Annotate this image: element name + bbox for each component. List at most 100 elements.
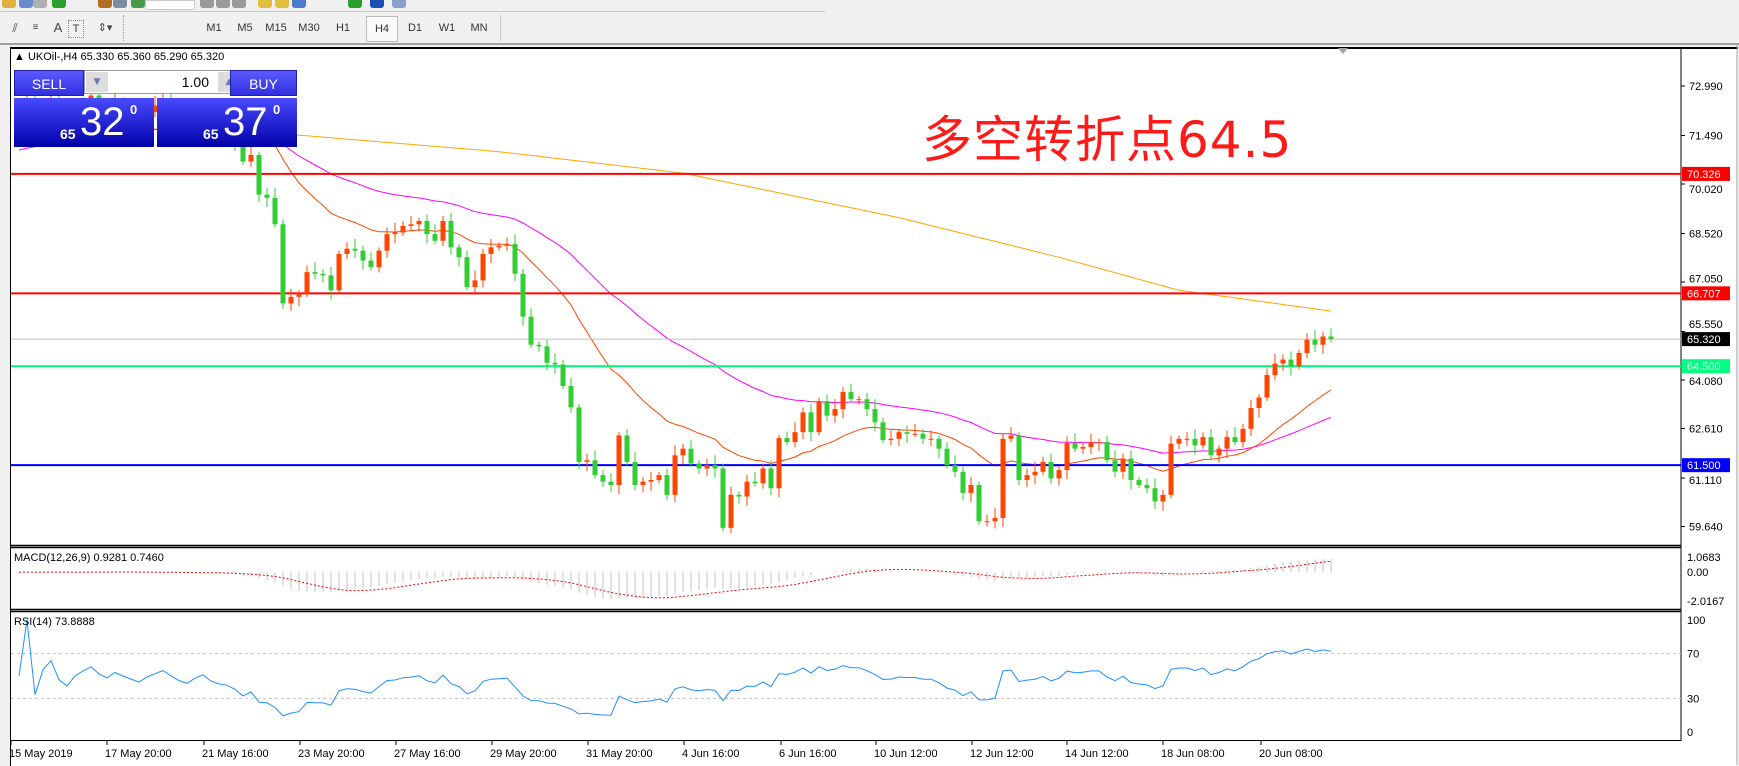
- buy-button[interactable]: BUY: [230, 70, 297, 96]
- candle-body: [880, 422, 886, 441]
- candle-body: [1040, 461, 1046, 472]
- line-studies-toolbar: ⫽ ≡ A T ⇕▾ M1 M5 M15 M30 H1 H4 D1 W1 MN: [0, 12, 1739, 45]
- zoom-icon[interactable]: [33, 0, 47, 8]
- new-chart-icon[interactable]: [19, 0, 33, 8]
- indicators-icon[interactable]: [348, 0, 362, 8]
- candle-body: [616, 435, 622, 485]
- candle-body: [736, 494, 742, 497]
- candle: [1104, 435, 1110, 464]
- chart-window[interactable]: [10, 47, 1738, 766]
- candles-icon[interactable]: [216, 0, 230, 8]
- candle: [1128, 450, 1134, 490]
- price-tick-label: 65.550: [1689, 319, 1723, 331]
- zoom-out-icon[interactable]: [275, 0, 289, 8]
- candle-body: [888, 438, 894, 441]
- line-chart-icon[interactable]: [232, 0, 246, 8]
- candle: [928, 430, 934, 447]
- time-tick-label: 4 Jun 16:00: [682, 748, 740, 760]
- text-icon[interactable]: A: [53, 20, 63, 35]
- candle: [576, 404, 582, 470]
- profiles-icon[interactable]: [2, 0, 16, 8]
- lot-size-stepper[interactable]: ▼ ▲: [84, 70, 242, 94]
- timeframe-m15[interactable]: M15: [265, 22, 287, 34]
- candle: [800, 407, 806, 440]
- buy-price-box[interactable]: 65 37 0: [157, 98, 297, 147]
- price-tick-label: 62.610: [1689, 424, 1723, 436]
- symbol-ohlc: UKOil-,H4 65.330 65.360 65.290 65.320: [27, 51, 225, 63]
- level-price-box: [1682, 359, 1730, 374]
- candle: [816, 397, 822, 436]
- macd-label: MACD(12,26,9) 0.9281 0.7460: [14, 552, 164, 564]
- elliott-wave-icon[interactable]: ⫽: [12, 21, 18, 35]
- candle: [1320, 331, 1326, 354]
- timeframe-d1[interactable]: D1: [407, 22, 423, 34]
- candle: [848, 383, 854, 403]
- candle-body: [464, 257, 470, 287]
- candle: [696, 460, 702, 474]
- candle-body: [264, 194, 270, 198]
- candle-body: [456, 247, 462, 258]
- fibonacci-icon[interactable]: ≡: [32, 22, 39, 33]
- candle-body: [1328, 336, 1334, 340]
- candle: [312, 262, 318, 280]
- timeframe-m5[interactable]: M5: [237, 22, 253, 34]
- candle-body: [304, 272, 310, 294]
- zoom-in-icon[interactable]: [258, 0, 272, 8]
- level-price-label: 61.500: [1687, 460, 1721, 472]
- timeframe-m30[interactable]: M30: [298, 22, 320, 34]
- candle: [744, 475, 750, 506]
- candle-body: [912, 433, 918, 435]
- time-tick-label: 29 May 20:00: [490, 748, 557, 760]
- new-order-button[interactable]: [145, 0, 195, 10]
- candle-body: [904, 432, 910, 434]
- time-tick-label: 15 May 2019: [9, 748, 73, 760]
- candle: [984, 514, 990, 527]
- candle-body: [760, 468, 766, 484]
- templates-icon[interactable]: [392, 0, 406, 8]
- candle: [912, 423, 918, 438]
- candle: [840, 386, 846, 419]
- candle: [368, 252, 374, 271]
- candle: [344, 242, 350, 260]
- candle: [712, 455, 718, 478]
- arrows-dropdown-icon[interactable]: ⇕▾: [97, 22, 113, 34]
- lot-size-input[interactable]: [109, 72, 213, 92]
- candle: [1144, 478, 1150, 494]
- history-icon[interactable]: [113, 0, 127, 8]
- collapse-triangle-icon[interactable]: ▲: [14, 51, 25, 63]
- sell-price-box[interactable]: 65 32 0: [14, 98, 154, 147]
- candle: [1232, 427, 1238, 446]
- candle-body: [1152, 488, 1158, 502]
- candle: [1080, 442, 1086, 454]
- candle-body: [960, 471, 966, 493]
- candle-body: [576, 407, 582, 462]
- autotrading-icon[interactable]: [131, 0, 145, 8]
- expert-icon[interactable]: [98, 0, 112, 8]
- add-icon[interactable]: [52, 0, 66, 8]
- candle: [1096, 438, 1102, 452]
- decrease-lot-icon[interactable]: ▼: [86, 72, 108, 92]
- timeframe-m1[interactable]: M1: [206, 22, 222, 34]
- bar-chart-icon[interactable]: [200, 0, 214, 8]
- candle: [1056, 466, 1062, 486]
- periods-icon[interactable]: [370, 0, 384, 8]
- chart-shift-marker-icon[interactable]: [1338, 48, 1348, 54]
- candle: [976, 481, 982, 525]
- timeframe-h4[interactable]: H4: [366, 16, 398, 42]
- candle: [960, 466, 966, 501]
- timeframe-w1[interactable]: W1: [438, 22, 456, 34]
- timeframe-h1[interactable]: H1: [335, 22, 351, 34]
- rsi-tick-label: 70: [1687, 649, 1699, 661]
- candle: [1120, 453, 1126, 480]
- timeframe-mn[interactable]: MN: [470, 22, 488, 34]
- sell-button[interactable]: SELL: [14, 70, 84, 96]
- tile-windows-icon[interactable]: [292, 0, 306, 8]
- candle-body: [448, 220, 454, 248]
- candle-body: [832, 409, 838, 416]
- candle-body: [632, 461, 638, 485]
- candle: [1136, 476, 1142, 489]
- text-label-icon[interactable]: T: [68, 20, 84, 38]
- candle: [664, 468, 670, 501]
- candle-body: [704, 465, 710, 469]
